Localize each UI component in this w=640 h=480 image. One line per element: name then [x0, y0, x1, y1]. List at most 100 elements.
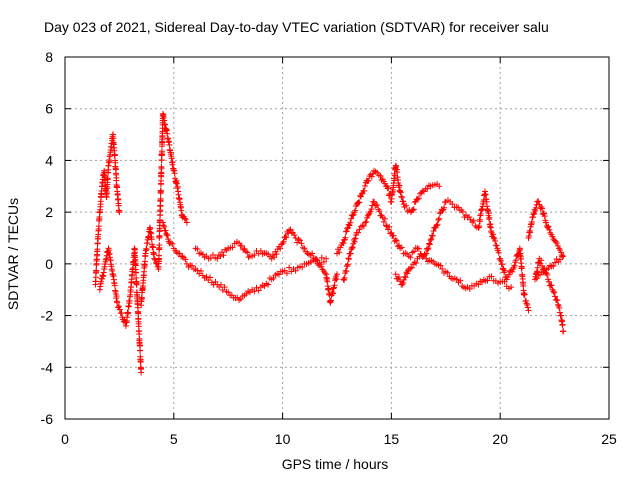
data-point	[385, 226, 392, 233]
data-point	[156, 242, 163, 249]
data-point	[245, 254, 252, 261]
data-point	[244, 249, 251, 256]
data-point	[340, 276, 347, 283]
data-point	[385, 185, 392, 192]
data-point	[538, 262, 545, 269]
y-tick-label: -4	[41, 359, 54, 375]
data-point	[302, 248, 309, 255]
data-point	[409, 207, 416, 214]
data-point	[535, 198, 542, 205]
data-point	[323, 255, 330, 262]
data-point	[411, 259, 418, 266]
data-point	[229, 244, 236, 251]
data-point	[346, 222, 353, 229]
data-point	[158, 163, 165, 170]
data-point	[179, 253, 186, 260]
data-point	[548, 282, 555, 289]
data-point	[523, 300, 530, 307]
data-point	[113, 293, 120, 300]
data-point	[556, 304, 563, 311]
data-point	[518, 265, 525, 272]
data-point	[349, 244, 356, 251]
data-point	[407, 265, 414, 272]
data-point	[280, 238, 287, 245]
data-point	[356, 199, 363, 206]
data-point	[551, 259, 558, 266]
data-point	[541, 266, 548, 273]
data-point	[368, 206, 375, 213]
data-point	[138, 369, 145, 376]
data-point	[352, 235, 359, 242]
data-point	[327, 297, 334, 304]
data-point	[558, 249, 565, 256]
data-point	[318, 254, 325, 261]
data-point	[155, 252, 162, 259]
data-point	[362, 219, 369, 226]
data-point	[392, 271, 399, 278]
data-point	[476, 223, 483, 230]
x-tick-label: 20	[492, 431, 508, 447]
data-point	[148, 236, 155, 243]
data-point	[423, 250, 430, 257]
data-point	[381, 215, 388, 222]
data-point	[330, 285, 337, 292]
data-point	[400, 280, 407, 287]
data-point	[313, 256, 320, 263]
data-point	[356, 226, 363, 233]
data-point	[220, 252, 227, 259]
data-point	[351, 238, 358, 245]
data-point	[376, 208, 383, 215]
data-point	[334, 271, 340, 278]
data-point	[424, 185, 431, 192]
data-point	[178, 207, 185, 214]
data-point	[340, 240, 347, 247]
y-axis-label: SDTVAR / TECUs	[5, 197, 21, 311]
data-point	[329, 289, 336, 296]
data-point	[360, 223, 367, 230]
data-point	[297, 237, 304, 244]
data-point	[542, 219, 549, 226]
data-point	[116, 306, 123, 313]
data-point	[167, 240, 174, 247]
data-point	[203, 273, 210, 280]
data-point	[242, 248, 249, 255]
data-point	[492, 237, 499, 244]
y-tick-label: -6	[41, 411, 54, 427]
data-point	[554, 297, 561, 304]
data-point	[382, 222, 389, 229]
data-point	[143, 246, 150, 253]
data-point	[374, 202, 381, 209]
data-point	[530, 211, 537, 218]
data-point	[470, 217, 477, 224]
data-point	[336, 249, 343, 256]
data-point	[171, 170, 178, 177]
data-point	[527, 229, 534, 236]
data-point	[552, 238, 559, 245]
data-point	[489, 231, 496, 238]
data-point	[160, 222, 167, 229]
data-point	[217, 281, 224, 288]
data-point	[295, 236, 302, 243]
data-point	[125, 309, 132, 316]
data-point	[524, 301, 531, 308]
data-point	[475, 281, 482, 288]
data-point	[523, 297, 530, 304]
data-point	[133, 269, 140, 276]
data-point	[511, 262, 518, 269]
data-point	[158, 148, 165, 155]
data-point	[198, 267, 204, 274]
chart-title: Day 023 of 2021, Sidereal Day-to-day VTE…	[44, 19, 549, 35]
data-point	[343, 268, 350, 275]
data-point	[125, 303, 132, 310]
data-point	[512, 257, 519, 264]
data-point	[118, 309, 125, 316]
data-point	[221, 284, 228, 291]
data-point	[391, 172, 398, 179]
data-point	[377, 172, 384, 179]
data-point	[342, 234, 349, 241]
data-point	[173, 249, 180, 256]
x-tick-label: 15	[384, 431, 400, 447]
data-point	[163, 230, 170, 237]
data-point	[345, 256, 352, 263]
data-point	[251, 288, 258, 295]
